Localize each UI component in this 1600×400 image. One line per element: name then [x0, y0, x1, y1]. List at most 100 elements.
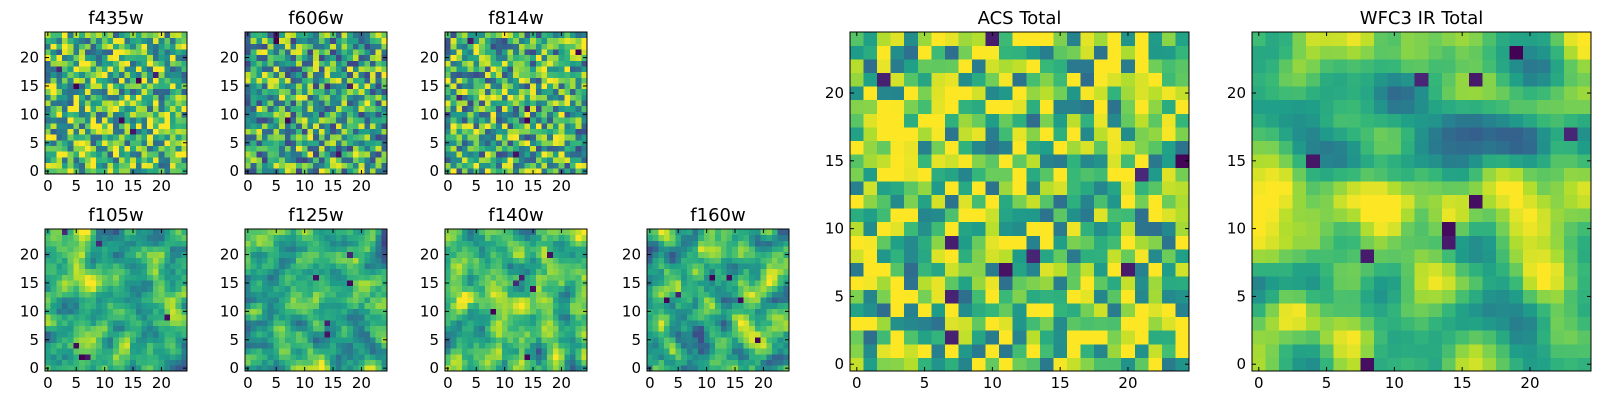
- heatmap-cell: [262, 105, 269, 112]
- heatmap-cell: [575, 71, 582, 78]
- heatmap-cell: [675, 342, 682, 349]
- heatmap-cell: [541, 331, 548, 338]
- heatmap-cell: [863, 154, 878, 168]
- heatmap-cell: [341, 71, 348, 78]
- heatmap-cell: [771, 246, 779, 253]
- heatmap-cell: [944, 343, 959, 358]
- heatmap-cell: [669, 297, 676, 304]
- heatmap-cell: [364, 229, 371, 236]
- heatmap-cell: [96, 60, 103, 67]
- heatmap-cell: [467, 246, 474, 253]
- heatmap-cell: [766, 302, 773, 309]
- heatmap-cell: [364, 134, 371, 141]
- heatmap-cell: [999, 194, 1014, 209]
- heatmap-cell: [358, 77, 365, 84]
- heatmap-cell: [703, 274, 710, 281]
- heatmap-cell: [715, 251, 722, 258]
- heatmap-cell: [358, 117, 365, 124]
- heatmap-cell: [296, 117, 303, 124]
- heatmap-cell: [450, 77, 457, 84]
- heatmap-cell: [375, 353, 382, 361]
- heatmap-cell: [296, 319, 303, 326]
- heatmap-cell: [530, 151, 537, 158]
- heatmap-cell: [771, 302, 779, 309]
- heatmap-cell: [530, 353, 537, 361]
- heatmap-cell: [958, 248, 973, 263]
- heatmap-cell: [715, 319, 722, 326]
- heatmap-cell: [118, 66, 125, 73]
- heatmap-cell: [381, 162, 388, 169]
- heatmap-cell: [347, 302, 354, 309]
- heatmap-cell: [569, 302, 577, 309]
- heatmap-cell: [324, 365, 331, 372]
- heatmap-cell: [301, 122, 308, 129]
- heatmap-cell: [917, 194, 932, 209]
- heatmap-cell: [141, 77, 148, 84]
- heatmap-cell: [445, 156, 452, 164]
- heatmap-cell: [147, 336, 154, 343]
- heatmap-cell: [73, 145, 80, 152]
- heatmap-cell: [1148, 167, 1163, 182]
- heatmap-cell: [647, 325, 654, 332]
- heatmap-cell: [181, 240, 188, 247]
- heatmap-cell: [681, 274, 688, 281]
- heatmap-cell: [490, 319, 497, 326]
- heatmap-cell: [726, 331, 733, 338]
- x-tick-label: 0: [243, 177, 253, 195]
- heatmap-cell: [1107, 289, 1122, 304]
- heatmap-cell: [575, 336, 582, 343]
- heatmap-cell: [541, 336, 548, 343]
- heatmap-cell: [652, 251, 659, 258]
- heatmap-cell: [575, 246, 582, 253]
- heatmap-cell: [262, 263, 269, 270]
- heatmap-cell: [737, 291, 744, 298]
- heatmap-cell: [375, 257, 382, 264]
- heatmap-cell: [732, 353, 739, 361]
- heatmap-cell: [1026, 262, 1041, 277]
- panel-title: f435w: [88, 8, 143, 29]
- heatmap-cell: [369, 297, 377, 304]
- heatmap-cell: [456, 353, 463, 361]
- heatmap-cell: [175, 156, 182, 164]
- heatmap-cell: [467, 88, 474, 95]
- heatmap-cell: [754, 336, 761, 343]
- heatmap-cell: [67, 168, 74, 175]
- heatmap-cell: [450, 342, 457, 349]
- heatmap-cell: [558, 263, 565, 270]
- heatmap-cell: [124, 71, 131, 78]
- heatmap-cell: [67, 314, 74, 321]
- heatmap-cell: [313, 134, 320, 141]
- heatmap-cell: [456, 280, 463, 287]
- heatmap-cell: [107, 251, 114, 258]
- heatmap-cell: [296, 308, 303, 315]
- heatmap-cell: [501, 251, 508, 258]
- heatmap-cell: [290, 145, 297, 152]
- heatmap-cell: [547, 122, 554, 129]
- heatmap-cell: [318, 291, 325, 298]
- heatmap-cell: [513, 111, 520, 118]
- heatmap-cell: [564, 365, 571, 372]
- heatmap-cell: [267, 111, 274, 118]
- heatmap-cell: [479, 151, 486, 158]
- heatmap-cell: [681, 251, 688, 258]
- heatmap-cell: [135, 151, 142, 158]
- heatmap-cell: [79, 128, 86, 135]
- heatmap-cell: [541, 94, 548, 101]
- heatmap-cell: [45, 246, 52, 253]
- heatmap-cell: [301, 77, 308, 84]
- heatmap-cell: [456, 117, 463, 124]
- heatmap-cell: [564, 308, 571, 315]
- heatmap-cell: [581, 32, 588, 39]
- heatmap-cell: [124, 156, 131, 164]
- heatmap-cell: [686, 263, 693, 270]
- heatmap-cell: [524, 302, 531, 309]
- heatmap-cell: [324, 240, 331, 247]
- heatmap-cell: [175, 117, 182, 124]
- heatmap-cell: [381, 71, 388, 78]
- heatmap-cell: [296, 348, 303, 355]
- heatmap-cell: [175, 285, 182, 292]
- heatmap-cell: [547, 105, 554, 112]
- heatmap-cell: [535, 331, 542, 338]
- heatmap-cell: [67, 100, 74, 107]
- heatmap-cell: [1053, 194, 1068, 209]
